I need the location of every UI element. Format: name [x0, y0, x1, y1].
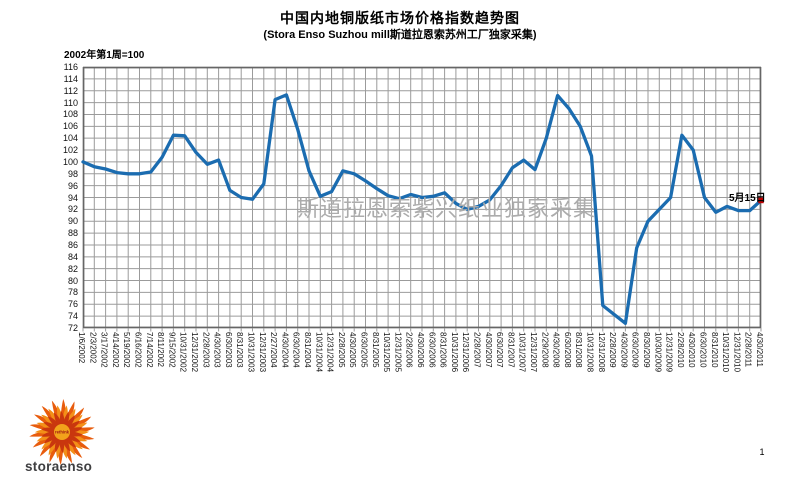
y-axis-tick-label: 108	[62, 109, 78, 120]
x-axis-tick-label: 2/28/2003	[201, 332, 211, 368]
x-axis-tick-label: 8/30/2009	[642, 332, 651, 368]
x-axis-tick-label: 8/31/2004	[303, 332, 312, 368]
y-axis-tick-label: 80	[67, 275, 78, 286]
date-annotation: 5月15日	[729, 193, 766, 204]
x-axis-tick-label: 2/28/2010	[675, 332, 685, 368]
x-axis-tick-label: 10/31/2010	[721, 332, 731, 373]
y-axis-tick-label: 112	[63, 85, 78, 96]
y-axis-tick-label: 90	[67, 216, 78, 227]
x-axis-tick-label: 3/17/2002	[99, 332, 109, 368]
x-axis-tick-label: 12/31/2007	[529, 332, 538, 373]
y-axis-tick-label: 96	[67, 180, 78, 191]
x-axis-tick-label: 10/31/2008	[585, 332, 595, 373]
x-axis-tick-label: 2/28/2011	[743, 332, 753, 367]
x-axis-tick-label: 10/30/2009	[653, 332, 663, 373]
x-axis-tick-label: 10/31/2002	[178, 332, 188, 373]
page-title: 中国内地铜版纸市场价格指数趋势图	[280, 10, 520, 26]
x-axis-tick-label: 6/30/2008	[562, 332, 572, 368]
x-axis-tick-label: 4/30/2007	[483, 332, 493, 368]
x-axis-tick-label: 6/30/2005	[359, 332, 369, 368]
x-axis-tick-label: 4/30/2006	[416, 332, 425, 368]
x-axis-tick-label: 4/30/2005	[348, 332, 358, 368]
y-axis-tick-label: 110	[63, 97, 78, 108]
logo-center-label: rethink	[55, 430, 70, 435]
x-axis-tick-label: 2/28/2007	[472, 332, 482, 368]
endpoint-marker	[758, 197, 764, 204]
x-axis-tick-label: 6/30/2007	[495, 332, 505, 368]
x-axis-tick-label: 4/30/2011	[755, 332, 764, 367]
x-axis-tick-label: 8/31/2007	[506, 332, 516, 368]
y-axis-tick-label: 86	[67, 239, 78, 250]
x-axis-tick-label: 6/30/2004	[291, 332, 301, 368]
x-axis-tick-label: 6/30/2003	[223, 332, 233, 368]
page-subtitle: (Stora Enso Suzhou mill斯道拉恩索苏州工厂独家采集)	[263, 29, 537, 41]
y-axis-tick-label: 74	[67, 311, 78, 322]
brand-logotype: storaenso	[25, 459, 93, 474]
y-axis-tick-label: 102	[62, 145, 78, 156]
x-axis-tick-label: 8/31/2003	[235, 332, 245, 368]
y-axis-tick-label: 104	[62, 133, 78, 144]
x-axis-tick-label: 10/31/2006	[449, 332, 459, 373]
x-axis-tick-label: 4/30/2003	[212, 332, 222, 368]
x-axis-tick-label: 8/31/2008	[574, 332, 584, 368]
price-index-line	[81, 93, 763, 325]
y-axis-tick-label: 82	[67, 263, 78, 274]
x-axis-tick-label: 9/15/2002	[167, 332, 177, 368]
x-axis-tick-label: 2/28/2006	[404, 332, 414, 368]
x-axis-tick-label: 8/31/2006	[438, 332, 448, 368]
x-axis-tick-label: 6/30/2006	[427, 332, 437, 368]
x-axis-tick-label: 4/30/2010	[687, 332, 697, 368]
x-axis-tick-label: 4/30/2008	[551, 332, 561, 368]
x-axis-tick-label: 12/31/2004	[325, 332, 335, 373]
stora-enso-sun-icon: rethink	[29, 399, 95, 465]
x-axis-tick-label: 12/31/2002	[190, 332, 199, 373]
x-axis-tick-label: 2/28/2005	[336, 332, 346, 368]
x-axis-tick-label: 8/11/2002	[156, 332, 166, 367]
x-axis-tick-label: 1/6/2002	[77, 332, 86, 364]
y-axis-tick-label: 94	[67, 192, 78, 203]
x-axis-tick-label: 2/3/2002	[88, 332, 98, 364]
page-number: 1	[759, 447, 765, 457]
x-axis-tick-label: 10/31/2007	[517, 332, 527, 373]
y-axis-tick-label: 72	[67, 323, 78, 333]
x-axis-tick-label: 10/31/2005	[382, 332, 392, 373]
x-axis-tick-label: 6/16/2002	[133, 332, 143, 368]
y-axis-tick-label: 114	[63, 73, 78, 84]
y-axis-tick-label: 98	[67, 168, 78, 179]
x-axis-tick-label: 12/31/2008	[596, 332, 606, 373]
x-axis-tick-label: 2/29/2008	[540, 332, 550, 368]
x-axis-tick-label: 2/28/2009	[608, 332, 618, 368]
x-axis-tick-label: 12/31/2006	[461, 332, 471, 373]
x-axis-tick-label: 4/14/2002	[110, 332, 120, 368]
x-axis-tick-label: 10/31/2003	[246, 332, 256, 373]
x-axis-tick-label: 12/31/2003	[257, 332, 267, 373]
x-axis-tick-label: 12/31/2010	[732, 332, 742, 373]
y-axis-tick-label: 116	[63, 62, 78, 72]
x-axis-tick-label: 12/31/2009	[664, 332, 674, 373]
x-axis-tick-label: 8/31/2005	[370, 332, 380, 368]
x-axis-tick-label: 2/27/2004	[269, 332, 279, 368]
watermark: 斯道拉恩索紫兴纸业独家采集	[297, 196, 597, 221]
y-axis-tick-label: 78	[67, 287, 78, 298]
x-axis-tick-label: 4/30/2009	[619, 332, 629, 368]
axis-base-note: 2002年第1周=100	[64, 50, 145, 61]
x-axis-tick-label: 8/31/2010	[709, 332, 719, 368]
x-axis-tick-label: 12/31/2005	[393, 332, 403, 373]
x-axis-tick-label: 10/31/2004	[314, 332, 324, 373]
y-axis-tick-label: 100	[62, 156, 78, 167]
x-axis-tick-label: 4/30/2004	[280, 332, 290, 368]
x-axis-tick-label: 7/14/2002	[144, 332, 154, 368]
y-axis-tick-label: 88	[67, 228, 78, 239]
y-axis-tick-label: 84	[67, 251, 78, 262]
x-axis-tick-label: 5/19/2002	[122, 332, 132, 368]
x-axis-tick-label: 6/30/2009	[630, 332, 640, 368]
y-axis-tick-label: 92	[67, 204, 78, 215]
y-axis-tick-label: 76	[67, 299, 78, 310]
x-axis-tick-label: 6/30/2010	[698, 332, 708, 368]
y-axis-tick-label: 106	[62, 121, 78, 132]
price-index-chart	[81, 66, 764, 332]
